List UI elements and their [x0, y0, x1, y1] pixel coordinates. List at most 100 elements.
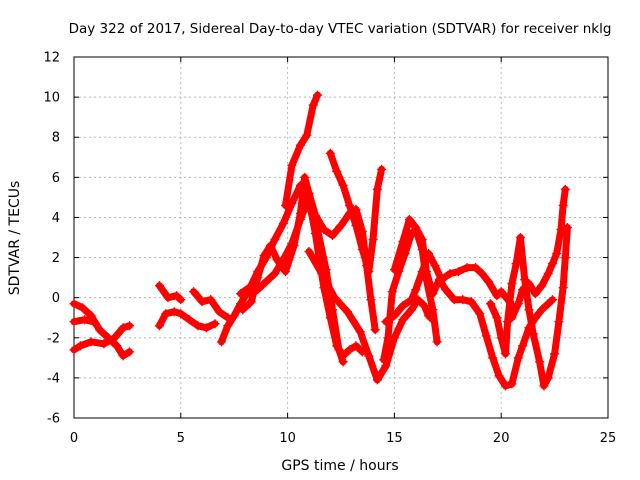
- data-point: [172, 291, 182, 301]
- data-point: [554, 317, 564, 327]
- chart-title: Day 322 of 2017, Sidereal Day-to-day VTE…: [69, 21, 612, 37]
- data-point: [154, 281, 164, 291]
- data-point: [317, 269, 327, 279]
- data-point: [304, 247, 314, 257]
- data-point: [246, 297, 256, 307]
- y-tick-label: 12: [43, 51, 60, 66]
- data-point: [449, 295, 459, 305]
- data-point: [453, 267, 463, 277]
- data-point: [69, 299, 79, 309]
- series-track-3: [69, 315, 98, 327]
- data-point: [500, 381, 510, 391]
- plot-frame: [73, 56, 609, 419]
- data-point: [266, 241, 276, 251]
- series-track-10: [280, 90, 323, 210]
- data-point: [511, 259, 521, 269]
- data-point: [330, 293, 340, 303]
- data-point: [216, 337, 226, 347]
- data-point: [518, 285, 528, 295]
- data-point: [507, 313, 517, 323]
- data-point: [550, 349, 560, 359]
- data-point: [319, 224, 329, 234]
- data-point: [313, 90, 323, 100]
- data-point: [524, 279, 534, 289]
- x-tick-label: 10: [279, 431, 296, 446]
- data-point: [210, 319, 220, 329]
- data-point: [406, 305, 416, 315]
- data-point: [78, 303, 88, 313]
- data-point: [500, 349, 510, 359]
- data-point: [169, 307, 179, 317]
- data-point: [372, 375, 382, 385]
- data-point: [528, 329, 538, 339]
- data-point: [176, 295, 186, 305]
- data-point: [338, 357, 348, 367]
- data-point: [417, 235, 427, 245]
- data-point: [543, 299, 553, 309]
- data-point: [432, 337, 442, 347]
- data-point: [477, 269, 487, 279]
- data-point: [201, 323, 211, 333]
- data-point: [381, 317, 391, 327]
- data-point: [223, 321, 233, 331]
- x-tick-label: 15: [386, 431, 403, 446]
- data-point: [332, 166, 342, 176]
- data-point: [327, 230, 337, 240]
- data-point: [513, 353, 523, 363]
- data-point: [428, 289, 438, 299]
- y-tick-label: -4: [47, 371, 60, 386]
- data-point: [364, 267, 374, 277]
- data-point: [86, 337, 96, 347]
- data-point: [494, 371, 504, 381]
- data-point: [261, 277, 271, 287]
- data-point: [334, 345, 344, 355]
- series-track-16: [486, 222, 572, 391]
- data-point: [547, 295, 557, 305]
- x-tick-label: 20: [493, 431, 510, 446]
- data-point: [398, 237, 408, 247]
- data-point: [236, 299, 246, 309]
- data-point: [193, 321, 203, 331]
- data-point: [308, 100, 318, 110]
- data-point: [112, 341, 122, 351]
- data-point: [379, 355, 389, 365]
- data-point: [118, 351, 128, 361]
- y-tick-label: 10: [43, 91, 60, 106]
- series-track-2: [69, 299, 135, 361]
- data-point: [547, 259, 557, 269]
- data-point: [434, 275, 444, 285]
- data-point: [481, 331, 491, 341]
- data-point: [357, 245, 367, 255]
- data-point: [99, 339, 109, 349]
- series-trace: [155, 282, 185, 304]
- data-point: [270, 235, 280, 245]
- data-point: [69, 345, 79, 355]
- data-point: [69, 317, 79, 327]
- data-point: [253, 273, 263, 283]
- data-point: [515, 233, 525, 242]
- data-point: [398, 315, 408, 325]
- data-point: [325, 148, 335, 158]
- data-point: [338, 180, 348, 190]
- data-point: [430, 261, 440, 271]
- data-point: [558, 283, 568, 293]
- data-point: [163, 293, 173, 303]
- data-point: [364, 351, 374, 361]
- data-point: [419, 301, 429, 311]
- data-point: [441, 285, 451, 295]
- x-tick-label: 5: [177, 431, 185, 446]
- y-tick-label: 4: [52, 211, 60, 226]
- x-axis-label: GPS time / hours: [281, 458, 398, 474]
- data-point: [287, 160, 297, 170]
- data-point: [214, 307, 224, 317]
- data-point: [176, 309, 186, 319]
- data-point: [372, 184, 382, 194]
- data-point: [488, 353, 498, 363]
- data-point: [229, 311, 239, 321]
- data-point: [556, 224, 566, 234]
- data-point: [184, 315, 194, 325]
- data-point: [496, 333, 506, 343]
- data-point: [530, 289, 540, 299]
- data-point: [486, 299, 496, 309]
- data-point: [411, 222, 421, 232]
